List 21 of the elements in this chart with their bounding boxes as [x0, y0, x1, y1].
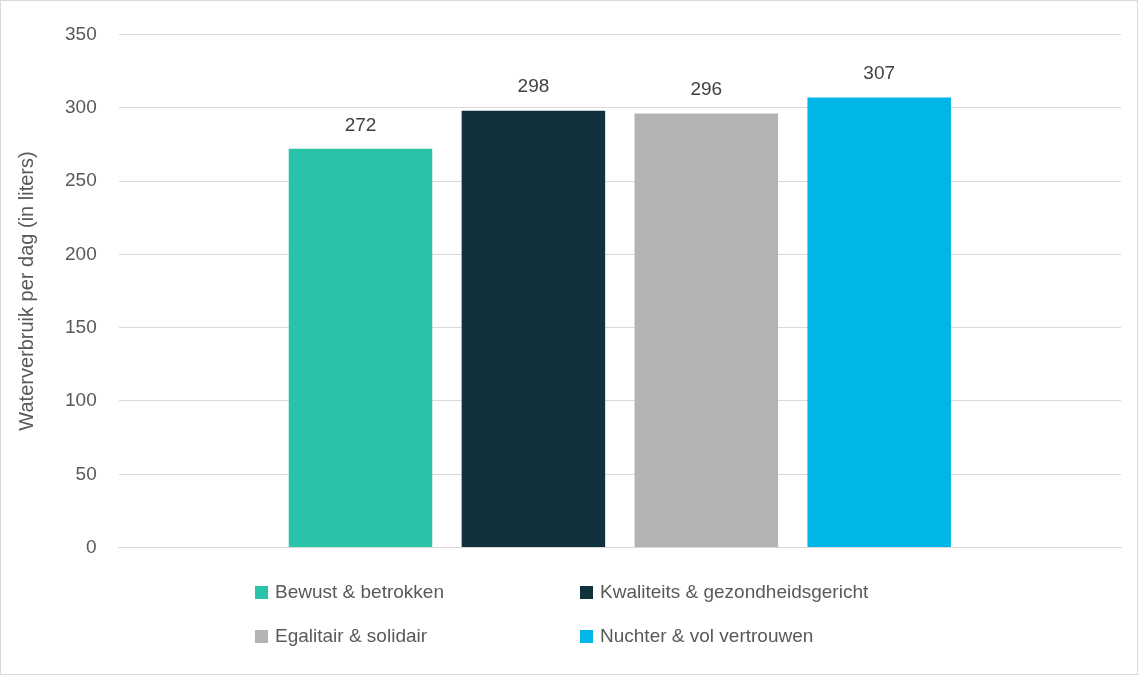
legend-label: Kwaliteits & gezondheidsgericht — [600, 581, 869, 603]
data-label: 296 — [690, 78, 723, 100]
y-tick-label: 350 — [65, 22, 97, 44]
y-tick-label: 50 — [75, 462, 97, 484]
y-axis-title: Waterverbruik per dag (in liters) — [14, 151, 37, 431]
legend-label: Egalitair & solidair — [275, 625, 428, 647]
y-tick-label: 150 — [65, 315, 97, 337]
data-label: 298 — [517, 75, 550, 97]
y-tick-label: 300 — [65, 95, 97, 117]
data-label: 307 — [863, 62, 896, 84]
data-label: 272 — [344, 113, 377, 135]
bar — [461, 110, 606, 548]
y-tick-label: 0 — [86, 535, 97, 557]
y-tick-label: 250 — [65, 169, 97, 191]
legend-label: Bewust & betrokken — [275, 581, 444, 603]
bar — [634, 113, 779, 548]
bar — [807, 97, 951, 548]
y-tick-label: 100 — [65, 389, 97, 411]
legend-label: Nuchter & vol vertrouwen — [600, 625, 814, 647]
y-tick-label: 200 — [65, 242, 97, 264]
bar — [288, 148, 433, 548]
